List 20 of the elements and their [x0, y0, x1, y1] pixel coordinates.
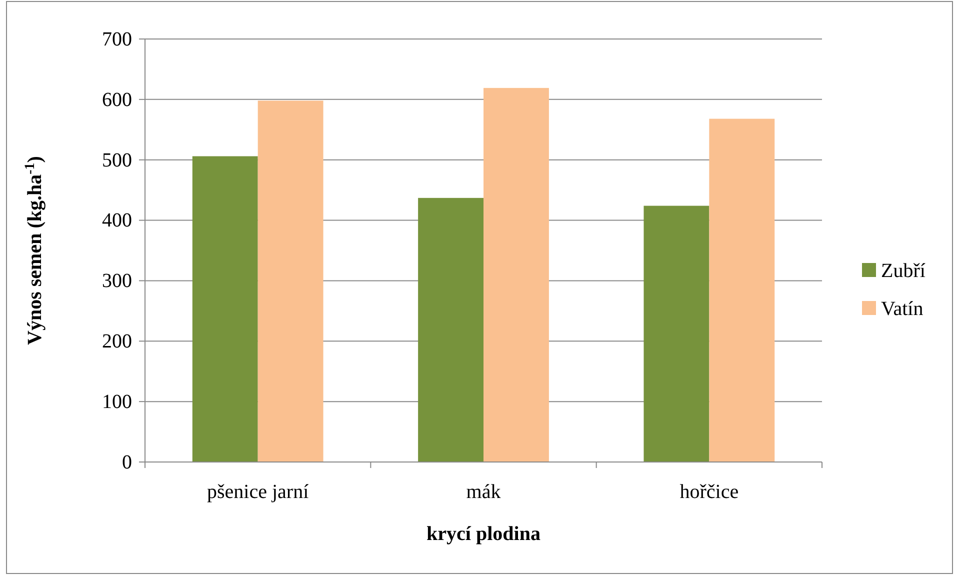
bar	[709, 118, 775, 462]
bar	[484, 88, 549, 462]
y-tick-label: 600	[102, 88, 132, 111]
y-tick-label: 400	[102, 210, 132, 232]
legend-label: Vatín	[881, 298, 924, 320]
legend-label: Zubří	[881, 260, 926, 282]
bar	[644, 206, 710, 462]
x-tick-label: mák	[466, 481, 501, 503]
y-tick-label: 0	[122, 451, 132, 474]
x-axis-title: krycí plodina	[426, 523, 540, 545]
y-tick-label: 700	[102, 28, 132, 50]
x-tick-label: hořčice	[680, 481, 739, 503]
y-tick-label: 500	[102, 149, 132, 172]
y-tick-label: 300	[102, 270, 132, 292]
x-tick-label: pšenice jarní	[207, 481, 310, 503]
bar	[258, 100, 324, 462]
y-tick-label: 200	[102, 330, 132, 353]
y-tick-label: 100	[102, 390, 132, 413]
bar	[192, 156, 258, 462]
bar	[418, 198, 484, 462]
